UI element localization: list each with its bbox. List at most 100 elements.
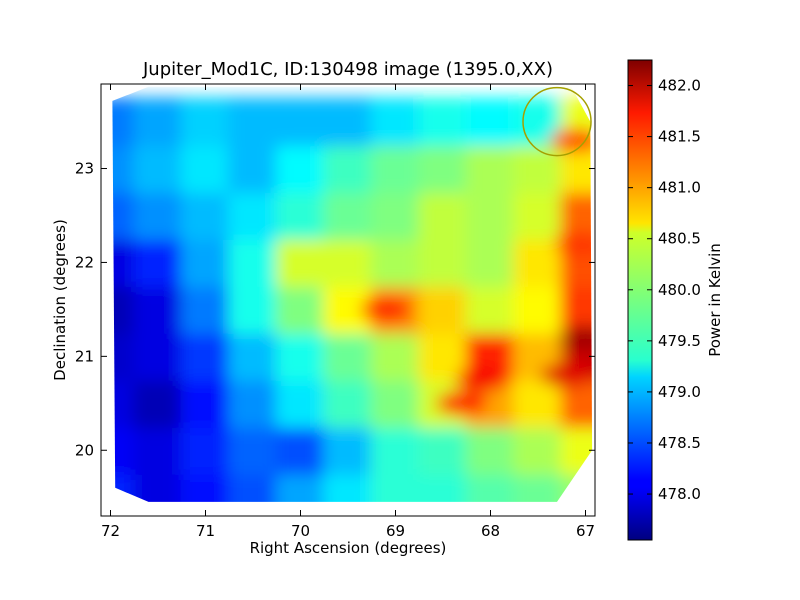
heatmap-cell [513,191,563,240]
heatmap-hotspot [554,231,593,256]
x-tick-label: 67 [576,522,595,540]
colorbar-tick-label: 481.5 [658,128,701,146]
heatmap-cell [112,97,136,147]
heatmap-cell [275,378,326,428]
heatmap-cell [370,144,421,193]
heatmap-cell [560,191,593,240]
heatmap-cell [513,472,563,502]
heatmap-cell [112,237,136,287]
y-axis: 20 21 22 23 [75,160,595,459]
heatmap-hotspot [559,325,593,350]
heatmap-cell [228,97,278,147]
heatmap-cell [133,237,183,287]
heatmap-cell [513,144,563,193]
heatmap-cell [560,425,593,475]
heatmap-cell [465,191,516,240]
heatmap-hotspot [360,297,412,322]
heatmap-cell [418,331,468,381]
heatmap-cell [228,331,278,381]
heatmap-cell [418,425,468,475]
colorbar-tick-label: 480.5 [658,230,701,248]
heatmap-cell [112,378,136,428]
x-tick-label: 70 [291,522,310,540]
heatmap-cell [370,472,421,502]
heatmap-cell [180,191,231,240]
heatmap-cell [513,378,563,428]
heatmap-cell [513,237,563,287]
heatmap-cell [465,97,516,147]
heatmap-cell [180,237,231,287]
colorbar-tick-label: 481.0 [658,179,701,197]
heatmap-cell [275,472,326,502]
chart-title: Jupiter_Mod1C, ID:130498 image (1395.0,X… [142,59,553,80]
heatmap-cell [465,237,516,287]
y-tick-label: 22 [75,253,94,271]
heatmap-cell [323,472,373,502]
heatmap-cell [418,237,468,287]
heatmap-cell [323,191,373,240]
heatmap-cell [228,237,278,287]
heatmap-cell [180,425,231,475]
heatmap-cell [465,472,516,502]
heatmap-cell [228,284,278,334]
y-tick-label: 20 [75,441,94,459]
heatmap-cell [133,331,183,381]
heatmap-cell [418,191,468,240]
heatmap-cell [275,144,326,193]
heatmap-cell [228,191,278,240]
y-tick-label: 21 [75,347,94,365]
heatmap-cell [513,425,563,475]
heatmap-cell [112,284,136,334]
heatmap-cell [133,284,183,334]
x-tick-label: 68 [481,522,500,540]
heatmap-cell [180,97,231,147]
colorbar-tick-label: 478.5 [658,434,701,452]
heatmap-hotspot [550,128,593,153]
heatmap-cell [275,284,326,334]
colorbar-tick-label: 479.0 [658,383,701,401]
heatmap-cell [228,472,278,502]
heatmap-cell [133,378,183,428]
heatmap-cell [275,237,326,287]
colorbar-title: Power in Kelvin [706,243,724,357]
heatmap-cell [275,191,326,240]
colorbar-tick-label: 480.0 [658,281,701,299]
x-axis-title: Right Ascension (degrees) [250,539,447,557]
heatmap-cell [370,237,421,287]
marker-circle [522,86,592,157]
colorbar-ticks: 478.0 478.5 479.0 479.5 480.0 480.5 481.0 481.5… [628,77,701,503]
heatmap-cell [275,331,326,381]
heatmap-cell [180,144,231,193]
heatmap-cell [323,331,373,381]
heatmap-cell [112,331,136,381]
x-tick-label: 71 [196,522,215,540]
heatmap-cell [180,284,231,334]
heatmap-cell [418,144,468,193]
heatmap-hotspot [455,367,507,392]
heatmap-cell [513,284,563,334]
colorbar: 478.0 478.5 479.0 479.5 480.0 480.5 481.0 481.5… [627,59,724,541]
heatmap-cell [323,425,373,475]
heatmap-cell [465,425,516,475]
x-tick-label: 72 [101,522,120,540]
plot-frame [100,83,596,517]
heatmap-hotspot [436,391,488,416]
y-tick-label: 23 [75,160,94,178]
heatmap-cell [323,144,373,193]
heatmap-cell [228,378,278,428]
heatmap-cell [323,97,373,147]
heatmap-image [112,97,593,502]
heatmap-cell [112,144,136,193]
colorbar-tick-label: 478.0 [658,485,701,503]
heatmap-cell [275,425,326,475]
heatmap-cell [180,378,231,428]
heatmap-cell [418,472,468,502]
heatmap-hotspot [540,363,593,388]
heatmap-cell [180,331,231,381]
heatmap-cell [370,378,421,428]
heatmap-cell [228,425,278,475]
heatmap-cell [133,472,183,502]
colorbar-tick-label: 482.0 [658,77,701,95]
heatmap-cell [228,144,278,193]
